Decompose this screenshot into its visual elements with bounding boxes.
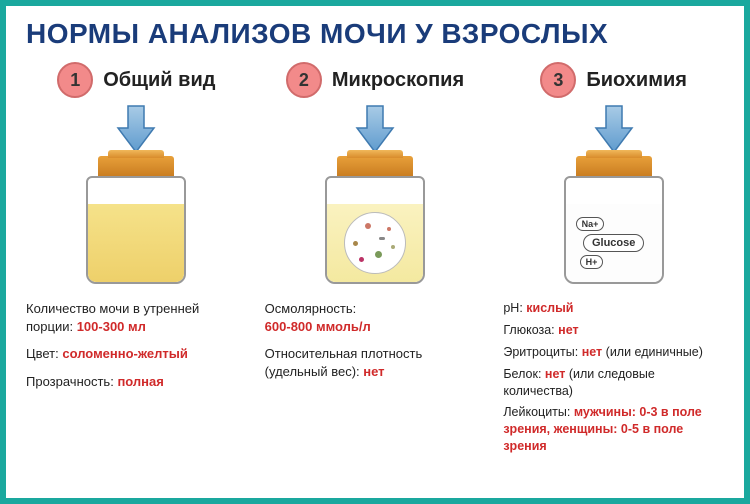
jar-body <box>86 176 186 284</box>
column-title: Общий вид <box>103 69 215 92</box>
jar-fill-pale <box>327 204 423 282</box>
param-label: Эритроциты: <box>503 345 581 359</box>
jar-body <box>325 176 425 284</box>
jar-lid <box>576 156 652 178</box>
param-value: нет <box>582 345 602 359</box>
param-paren: (или единичные) <box>606 345 703 359</box>
arrow-icon <box>114 102 158 156</box>
param-label: рН: <box>503 301 526 315</box>
frame: НОРМЫ АНАЛИЗОВ МОЧИ У ВЗРОСЛЫХ 1 Общий в… <box>0 0 750 504</box>
step-badge-3: 3 <box>540 62 576 98</box>
bubble-h: H+ <box>580 255 604 269</box>
param-label: Глюкоза: <box>503 323 558 337</box>
bubble-glucose: Glucose <box>583 234 644 252</box>
column-header: 2 Микроскопия <box>286 62 464 98</box>
param-glucose: Глюкоза: нет <box>503 322 724 339</box>
jar-lid <box>337 156 413 178</box>
jar-lid <box>98 156 174 178</box>
param-color: Цвет: соломенно-желтый <box>26 345 247 363</box>
step-badge-1: 1 <box>57 62 93 98</box>
bubble-na: Na+ <box>576 217 605 231</box>
jar-fill-white: Na+ Glucose H+ <box>566 204 662 282</box>
jar-body: Na+ Glucose H+ <box>564 176 664 284</box>
param-label: Белок: <box>503 367 545 381</box>
step-badge-2: 2 <box>286 62 322 98</box>
param-value: кислый <box>526 301 573 315</box>
param-erythrocytes: Эритроциты: нет (или единичные) <box>503 344 724 361</box>
param-value: нет <box>363 364 384 379</box>
arrow-icon <box>592 102 636 156</box>
description-biochemistry: рН: кислый Глюкоза: нет Эритроциты: нет … <box>503 300 724 460</box>
param-value: соломенно-желтый <box>62 346 188 361</box>
param-value: нет <box>545 367 565 381</box>
column-general: 1 Общий вид <box>26 62 247 460</box>
param-value: полная <box>117 374 163 389</box>
param-transparency: Прозрачность: полная <box>26 373 247 391</box>
infographic-card: НОРМЫ АНАЛИЗОВ МОЧИ У ВЗРОСЛЫХ 1 Общий в… <box>6 6 744 498</box>
description-microscopy: Осмолярность: 600-800 ммоль/л Относитель… <box>265 300 486 390</box>
jar-biochemistry: Na+ Glucose H+ <box>554 156 674 286</box>
param-label: Цвет: <box>26 346 62 361</box>
param-volume: Количество мочи в утренней порции: 100-3… <box>26 300 247 335</box>
param-osmolarity: Осмолярность: 600-800 ммоль/л <box>265 300 486 335</box>
page-title: НОРМЫ АНАЛИЗОВ МОЧИ У ВЗРОСЛЫХ <box>26 18 724 50</box>
description-general: Количество мочи в утренней порции: 100-3… <box>26 300 247 400</box>
column-title: Биохимия <box>586 69 687 92</box>
arrow-icon <box>353 102 397 156</box>
columns-row: 1 Общий вид <box>26 62 724 460</box>
param-ph: рН: кислый <box>503 300 724 317</box>
param-label: Прозрачность: <box>26 374 117 389</box>
param-value: 600-800 ммоль/л <box>265 319 371 334</box>
column-header: 1 Общий вид <box>57 62 215 98</box>
column-title: Микроскопия <box>332 69 464 92</box>
param-protein: Белок: нет (или следовые количества) <box>503 366 724 400</box>
jar-general <box>76 156 196 286</box>
column-microscopy: 2 Микроскопия <box>265 62 486 460</box>
param-label: Относительная плотность (удельный вес): <box>265 346 423 379</box>
jar-microscopy <box>315 156 435 286</box>
param-density: Относительная плотность (удельный вес): … <box>265 345 486 380</box>
param-label: Осмолярность: <box>265 301 357 316</box>
param-label: Лейкоциты: <box>503 405 574 419</box>
column-header: 3 Биохимия <box>540 62 687 98</box>
microscope-view-icon <box>344 212 406 274</box>
column-biochemistry: 3 Биохимия Na+ Glucose H+ <box>503 62 724 460</box>
param-value: нет <box>558 323 578 337</box>
param-value: 100-300 мл <box>77 319 146 334</box>
jar-fill-yellow <box>88 204 184 282</box>
param-leukocytes: Лейкоциты: мужчины: 0-3 в поле зрения, ж… <box>503 404 724 455</box>
